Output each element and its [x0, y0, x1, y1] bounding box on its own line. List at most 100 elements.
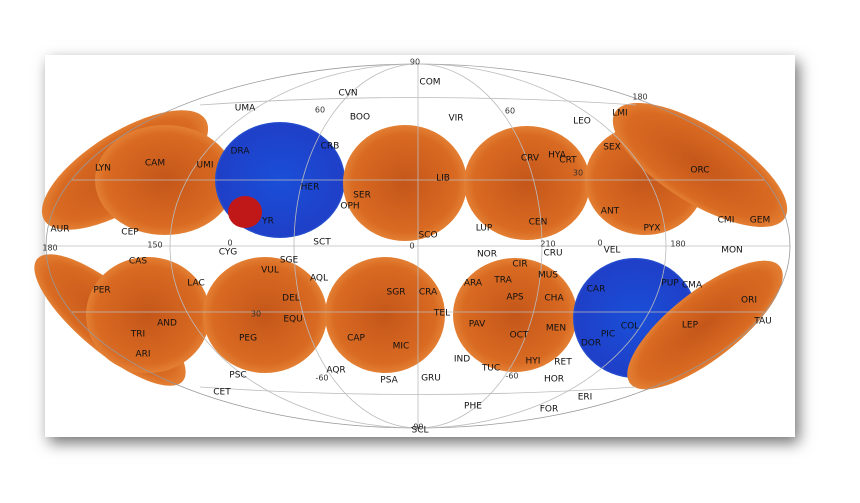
constellation-label: CHA: [544, 294, 564, 304]
constellation-label: TEL: [433, 309, 450, 319]
grid-label: 30: [251, 310, 261, 319]
constellation-label: HOR: [544, 375, 564, 385]
grid-label: 0: [227, 239, 232, 248]
constellation-label: UMI: [196, 161, 213, 171]
constellation-label: VIR: [448, 114, 463, 124]
constellation-label: CYG: [219, 248, 238, 258]
grid-label: -60: [505, 372, 518, 381]
constellation-label: CAP: [347, 334, 365, 344]
constellation-label: DRA: [231, 147, 251, 157]
constellation-label: DOR: [581, 339, 601, 349]
constellation-label: TRI: [130, 330, 145, 340]
constellation-label: CIR: [512, 260, 527, 270]
constellation-label: GRU: [421, 374, 441, 384]
constellation-label: SER: [353, 191, 371, 201]
constellation-label: BOO: [350, 113, 370, 123]
constellation-label: SGR: [387, 288, 406, 298]
constellation-label: IND: [454, 355, 470, 365]
constellation-label: ARA: [464, 279, 483, 289]
constellation-label: PER: [93, 286, 110, 296]
constellation-label: LEP: [682, 321, 699, 331]
grid-label: 150: [147, 241, 162, 250]
constellation-label: CEP: [121, 228, 139, 238]
grid-label: 210: [540, 240, 555, 249]
constellation-label: YR: [261, 217, 274, 227]
constellation-label: PEG: [239, 334, 257, 344]
constellation-label: CAS: [129, 257, 147, 267]
constellation-label: CEN: [529, 218, 548, 228]
constellation-label: PYX: [644, 224, 661, 234]
grid-label: 180: [42, 244, 57, 253]
constellation-label: EQU: [283, 315, 302, 325]
constellation-label: LAC: [187, 279, 205, 289]
lobes: [34, 102, 788, 390]
constellation-label: LYN: [95, 164, 111, 174]
constellation-label: MUS: [538, 271, 558, 281]
constellation-label: CMA: [682, 281, 703, 291]
constellation-label: OCT: [510, 331, 529, 341]
constellation-label: RET: [554, 358, 572, 368]
constellation-label: CRA: [419, 288, 438, 298]
grid-label: 60: [315, 106, 325, 115]
constellation-label: SCT: [313, 238, 331, 248]
constellation-label: TAU: [753, 317, 772, 327]
constellation-label: AND: [157, 319, 177, 329]
constellation-label: FOR: [540, 405, 559, 415]
constellation-label: TUC: [481, 364, 500, 374]
grid-label: 0: [597, 239, 602, 248]
constellation-label: CMI: [718, 216, 735, 226]
grid-label: 30: [573, 169, 583, 178]
constellation-label: ORI: [741, 296, 757, 306]
constellation-label: PIC: [601, 330, 615, 340]
graticule: [45, 63, 791, 429]
constellation-label: HYI: [526, 357, 541, 367]
constellation-label: MEN: [546, 324, 566, 334]
constellation-label: COL: [621, 322, 639, 332]
constellation-label: LEO: [573, 117, 591, 127]
constellation-label: ORC: [690, 166, 709, 176]
constellation-label: CRV: [521, 154, 540, 164]
constellation-label: HER: [301, 183, 320, 193]
constellation-label: ARI: [135, 350, 150, 360]
grid-label: -90: [410, 423, 423, 432]
constellation-label: PAV: [469, 320, 486, 330]
constellation-label: CET: [213, 388, 231, 398]
constellation-label: PUP: [661, 279, 679, 289]
constellation-label: CRU: [543, 249, 562, 259]
constellation-label: GEM: [750, 216, 770, 226]
constellation-label: UMA: [235, 104, 256, 114]
grid-label: 0: [409, 242, 414, 251]
constellation-label: LUP: [476, 224, 493, 234]
constellation-label: ANT: [601, 207, 620, 217]
constellation-label: NOR: [477, 250, 497, 260]
constellation-label: LMI: [612, 109, 627, 119]
constellation-label: DEL: [282, 294, 300, 304]
grid-label: 180: [670, 240, 685, 249]
constellation-label: VUL: [261, 266, 279, 276]
constellation-label: LIB: [436, 174, 450, 184]
constellation-label: CRB: [321, 142, 340, 152]
grid-label: 60: [505, 107, 515, 116]
constellation-label: VEL: [604, 246, 621, 256]
grid-label: 180: [632, 93, 647, 102]
constellation-label: SGE: [280, 256, 299, 266]
constellation-label: MON: [721, 246, 743, 256]
constellation-label: CAR: [587, 285, 606, 295]
constellation-label: PSC: [229, 371, 246, 381]
constellation-label: CVN: [338, 89, 357, 99]
constellation-label: SEX: [603, 143, 621, 153]
grid-label: -60: [315, 374, 328, 383]
constellation-label: CRT: [559, 156, 577, 166]
constellation-label: OPH: [340, 202, 359, 212]
constellation-label: HYA: [548, 151, 567, 161]
constellation-label: SCO: [418, 231, 437, 241]
constellation-label: AQL: [310, 274, 328, 284]
constellation-label: COM: [419, 78, 440, 88]
constellation-label: TRA: [493, 276, 512, 286]
constellation-label: ERI: [578, 393, 593, 403]
constellation-label: CAM: [145, 159, 165, 169]
constellation-label: APS: [506, 293, 524, 303]
constellation-label: PSA: [380, 376, 398, 386]
